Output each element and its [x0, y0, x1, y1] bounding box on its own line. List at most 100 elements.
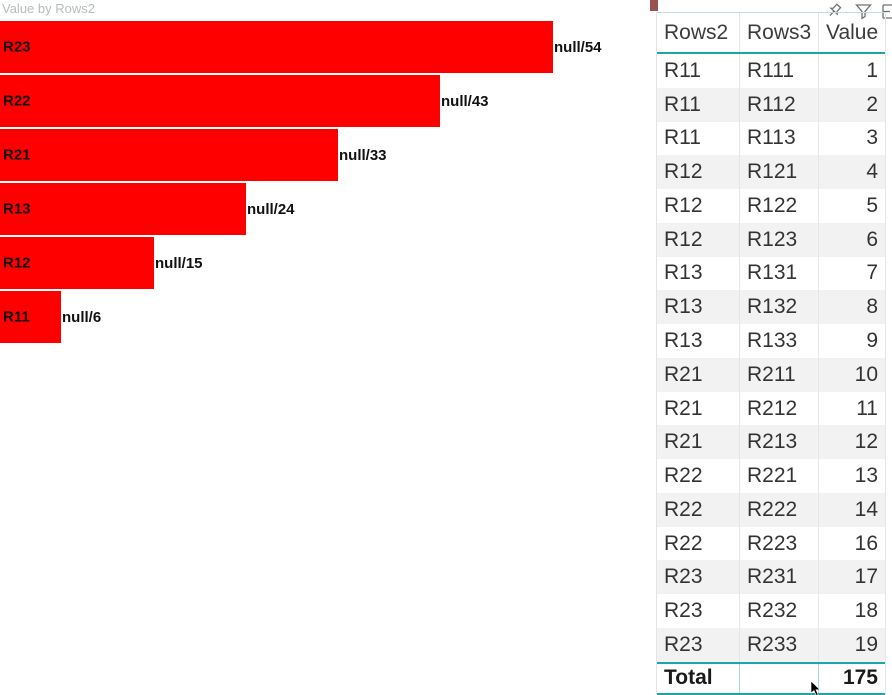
- table-cell: R233: [740, 628, 819, 662]
- bar-row: R11 null/6: [0, 291, 650, 343]
- table-row[interactable]: R23 R232 18: [657, 594, 885, 629]
- table-cell: R21: [657, 425, 740, 460]
- table-cell: R11: [657, 87, 740, 122]
- table-cell: 7: [866, 261, 878, 285]
- table-row[interactable]: R23 R231 17: [657, 560, 885, 595]
- pin-icon[interactable]: [826, 2, 845, 21]
- bar-value-label: null/6: [62, 308, 102, 326]
- table-row[interactable]: R13 R132 8: [657, 290, 885, 325]
- table-cell: R131: [740, 256, 819, 291]
- table-cell: R11: [657, 54, 740, 88]
- table-cell: R133: [740, 324, 819, 358]
- data-table: Rows2 Rows3 Value R11 R111 1 R11 R112 2 R11 R11…: [656, 12, 886, 695]
- table-cell: R212: [740, 391, 819, 426]
- table-cell: 10: [854, 362, 878, 386]
- options-icon[interactable]: [882, 2, 892, 21]
- table-cell: 5: [866, 193, 878, 217]
- bar-category-label: R21: [3, 146, 31, 164]
- table-cell: 18: [854, 599, 878, 623]
- table-cell: R13: [657, 290, 740, 325]
- table-row[interactable]: R21 R213 12: [657, 425, 885, 460]
- table-cell: 1: [866, 58, 878, 82]
- table-cell: R132: [740, 290, 819, 325]
- table-row[interactable]: R22 R222 14: [657, 492, 885, 527]
- bar-r23[interactable]: R23: [0, 21, 553, 73]
- table-cell: 4: [866, 160, 878, 184]
- bar-r12[interactable]: R12: [0, 237, 154, 289]
- table-cell: 2: [866, 92, 878, 116]
- table-cell: R22: [657, 459, 740, 493]
- bar-value-label: null/43: [441, 92, 489, 110]
- table-cell: 19: [854, 632, 878, 656]
- table-row[interactable]: R11 R113 3: [657, 121, 885, 156]
- table-cell: 6: [866, 227, 878, 251]
- table-cell: 14: [854, 497, 878, 521]
- table-visual: Rows2 Rows3 Value R11 R111 1 R11 R112 2 R11 R11…: [656, 0, 886, 695]
- bar-r11[interactable]: R11: [0, 291, 61, 343]
- bar-row: R23 null/54: [0, 21, 650, 73]
- bar-row: R12 null/15: [0, 237, 650, 289]
- bar-category-label: R12: [3, 254, 31, 272]
- table-row[interactable]: R11 R111 1: [657, 54, 885, 88]
- total-spacer: [740, 663, 819, 693]
- bar-r21[interactable]: R21: [0, 129, 338, 181]
- bar-category-label: R11: [3, 308, 30, 326]
- visual-header-toolbar: [826, 2, 892, 21]
- table-cell: R111: [740, 54, 819, 88]
- bar-row: R13 null/24: [0, 183, 650, 235]
- bar-row: R21 null/33: [0, 129, 650, 181]
- total-value: 175: [842, 666, 878, 690]
- table-cell: 13: [854, 464, 878, 488]
- table-cell: R13: [657, 256, 740, 291]
- table-row[interactable]: R12 R123 6: [657, 222, 885, 257]
- table-cell: R112: [740, 87, 819, 122]
- corner-artifact: [650, 0, 658, 11]
- table-total-row: Total 175: [657, 661, 885, 695]
- bar-category-label: R23: [3, 38, 31, 56]
- table-cell: R12: [657, 155, 740, 190]
- table-row[interactable]: R11 R112 2: [657, 87, 885, 122]
- table-cell: R232: [740, 594, 819, 629]
- table-cell: R213: [740, 425, 819, 460]
- table-cell: R21: [657, 357, 740, 392]
- column-header-value[interactable]: Value: [826, 20, 879, 44]
- table-row[interactable]: R22 R221 13: [657, 459, 885, 493]
- table-cell: 9: [866, 329, 878, 352]
- column-header-rows3[interactable]: Rows3: [740, 13, 819, 52]
- table-cell: R22: [657, 526, 740, 561]
- table-cell: R231: [740, 560, 819, 595]
- table-cell: 17: [854, 565, 878, 589]
- table-cell: R23: [657, 594, 740, 629]
- bar-category-label: R22: [3, 92, 31, 110]
- table-row[interactable]: R13 R131 7: [657, 256, 885, 291]
- table-cell: R223: [740, 526, 819, 561]
- table-cell: 3: [866, 126, 878, 150]
- table-row[interactable]: R22 R223 16: [657, 526, 885, 561]
- table-body: R11 R111 1 R11 R112 2 R11 R113 3 R12 R121 4 R12 R122 5…: [657, 54, 885, 662]
- table-cell: 16: [854, 531, 878, 555]
- column-header-rows2[interactable]: Rows2: [657, 13, 740, 52]
- table-row[interactable]: R21 R211 10: [657, 357, 885, 392]
- table-cell: R11: [657, 121, 740, 156]
- bar-r22[interactable]: R22: [0, 75, 440, 127]
- table-cell: R123: [740, 222, 819, 257]
- table-cell: 11: [856, 396, 878, 420]
- table-header-row: Rows2 Rows3 Value: [657, 13, 885, 54]
- table-row[interactable]: R12 R121 4: [657, 155, 885, 190]
- table-row[interactable]: R12 R122 5: [657, 189, 885, 223]
- bar-r13[interactable]: R13: [0, 183, 246, 235]
- table-cell: R222: [740, 492, 819, 527]
- table-cell: R12: [657, 189, 740, 223]
- table-row[interactable]: R23 R233 19: [657, 628, 885, 662]
- table-cell: R13: [657, 324, 740, 358]
- bar-chart-visual: Value by Rows2 R23 null/54 R22 null/43 R21 nu…: [0, 1, 650, 343]
- table-cell: R12: [657, 222, 740, 257]
- table-row[interactable]: R21 R212 11: [657, 391, 885, 426]
- table-row[interactable]: R13 R133 9: [657, 324, 885, 358]
- filter-icon[interactable]: [854, 2, 873, 21]
- bar-category-label: R13: [3, 200, 31, 218]
- table-cell: R21: [657, 391, 740, 426]
- table-cell: R23: [657, 560, 740, 595]
- table-cell: R23: [657, 628, 740, 662]
- bar-value-label: null/33: [339, 146, 387, 164]
